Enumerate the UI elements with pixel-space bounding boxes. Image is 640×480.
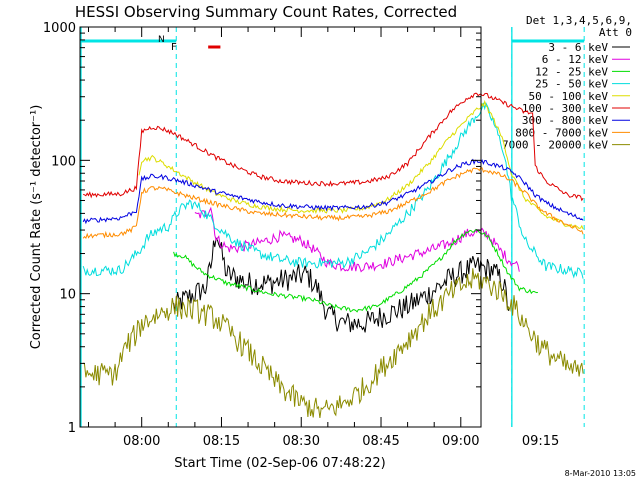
y-tick-label: 1000 bbox=[43, 21, 76, 36]
legend-label: 300 - 800 keV bbox=[522, 114, 608, 127]
y-axis: 1 10 100 1000 bbox=[43, 21, 481, 436]
x-axis: 08:00 08:15 08:30 08:45 09:00 09:15 bbox=[88, 27, 559, 449]
y-tick-label: 100 bbox=[51, 154, 76, 169]
legend-header-line-1: Det 1,3,4,5,6,9, bbox=[526, 14, 632, 27]
x-axis-label: Start Time (02-Sep-06 07:48:22) bbox=[174, 456, 385, 471]
footer-date: 8-Mar-2010 13:05 bbox=[565, 469, 636, 478]
legend-label: 6 - 12 keV bbox=[542, 53, 609, 66]
x-tick-label: 08:00 bbox=[123, 434, 160, 449]
legend-label: 100 - 300 keV bbox=[522, 102, 608, 115]
series-line-8 bbox=[82, 268, 584, 418]
legend-label: 50 - 100 keV bbox=[529, 90, 609, 103]
series-line-1 bbox=[194, 206, 520, 273]
night-and-flag-markers bbox=[80, 27, 585, 427]
x-tick-label: 09:15 bbox=[522, 434, 559, 449]
legend-label: 3 - 6 keV bbox=[548, 41, 608, 54]
x-tick-label: 08:45 bbox=[362, 434, 399, 449]
x-tick-label: 09:00 bbox=[442, 434, 479, 449]
legend-label: 7000 - 20000 keV bbox=[502, 139, 608, 152]
legend-label: 12 - 25 keV bbox=[535, 65, 608, 78]
legend-label: 800 - 7000 keV bbox=[515, 126, 608, 139]
series-line-0 bbox=[173, 236, 510, 333]
series-line-6 bbox=[82, 158, 584, 225]
legend-label: 25 - 50 keV bbox=[535, 78, 608, 91]
legend-header-line-2: Att 0 bbox=[599, 26, 632, 39]
y-tick-label: 10 bbox=[59, 288, 76, 303]
chart-title: HESSI Observing Summary Count Rates, Cor… bbox=[75, 3, 457, 21]
series-line-5 bbox=[83, 92, 584, 202]
series-line-7 bbox=[82, 167, 584, 240]
y-axis-label: Corrected Count Rate (s⁻¹ detector⁻¹) bbox=[29, 105, 44, 350]
y-tick-label: 1 bbox=[68, 421, 76, 436]
night-label-n: N bbox=[158, 35, 165, 45]
plot-frame bbox=[79, 26, 482, 428]
x-tick-label: 08:15 bbox=[203, 434, 240, 449]
x-tick-label: 08:30 bbox=[283, 434, 320, 449]
series-line-3 bbox=[82, 102, 584, 279]
flare-label-f: F bbox=[171, 42, 177, 53]
